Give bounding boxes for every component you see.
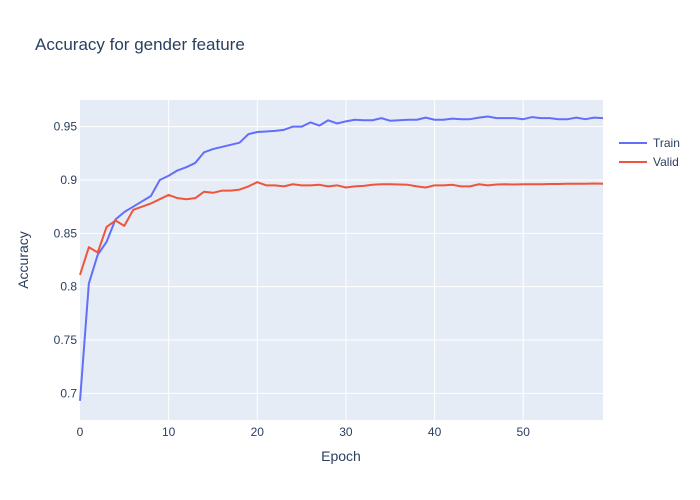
y-axis-title: Accuracy — [15, 231, 31, 289]
x-tick-label: 20 — [251, 425, 265, 439]
series-layer — [79, 115, 604, 401]
x-tick-label: 30 — [339, 425, 353, 439]
y-tick-label: 0.8 — [60, 280, 77, 294]
legend-label: Valid — [653, 155, 679, 169]
chart-title: Accuracy for gender feature — [35, 35, 245, 54]
y-tick-label: 0.95 — [54, 120, 78, 134]
plot-area — [80, 100, 603, 420]
x-tick-label: 10 — [162, 425, 176, 439]
x-tick-label: 50 — [517, 425, 531, 439]
series-line-valid — [79, 181, 604, 276]
legend-item-valid[interactable]: Valid — [619, 155, 679, 169]
x-tick-label: 40 — [428, 425, 442, 439]
x-axis-ticks: 0 10 20 30 40 50 — [77, 425, 531, 439]
y-tick-label: 0.9 — [60, 173, 77, 187]
legend-item-train[interactable]: Train — [619, 136, 680, 150]
y-tick-label: 0.85 — [54, 226, 78, 240]
x-tick-label: 0 — [77, 425, 84, 439]
y-axis-ticks: 0.7 0.75 0.8 0.85 0.9 0.95 — [54, 120, 78, 401]
gridlines — [80, 100, 603, 420]
x-axis-title: Epoch — [321, 448, 361, 464]
legend-label: Train — [653, 136, 680, 150]
y-tick-label: 0.75 — [54, 333, 78, 347]
legend[interactable]: Train Valid — [619, 136, 680, 169]
series-line-train — [79, 115, 604, 401]
y-tick-label: 0.7 — [60, 386, 77, 400]
